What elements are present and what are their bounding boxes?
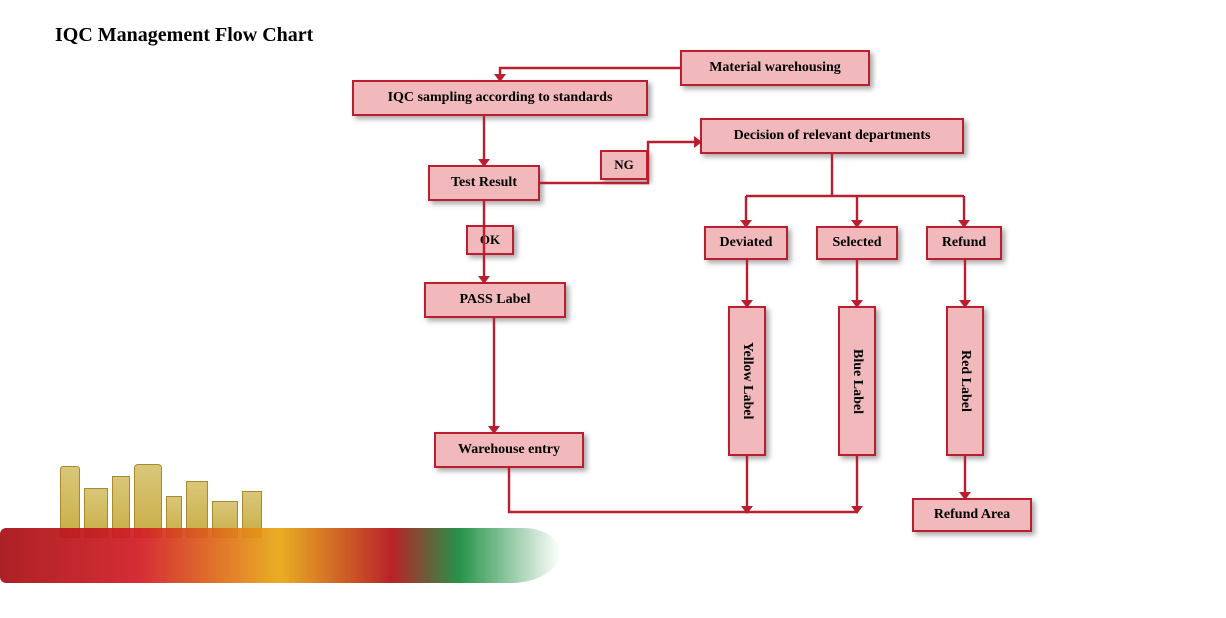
node-pass-label: PASS Label (424, 282, 566, 318)
decorative-ribbon (0, 528, 560, 583)
node-material: Material warehousing (680, 50, 870, 86)
node-ok: OK (466, 225, 514, 255)
node-red-label: Red Label (946, 306, 984, 456)
node-blue-label: Blue Label (838, 306, 876, 456)
node-test-result: Test Result (428, 165, 540, 201)
decorative-skyline (60, 458, 280, 538)
node-ng: NG (600, 150, 648, 180)
node-sampling: IQC sampling according to standards (352, 80, 648, 116)
node-warehouse: Warehouse entry (434, 432, 584, 468)
node-yellow-label: Yellow Label (728, 306, 766, 456)
node-refund: Refund (926, 226, 1002, 260)
node-refund-area: Refund Area (912, 498, 1032, 532)
node-selected: Selected (816, 226, 898, 260)
node-decision: Decision of relevant departments (700, 118, 964, 154)
node-deviated: Deviated (704, 226, 788, 260)
page-title: IQC Management Flow Chart (55, 24, 313, 47)
